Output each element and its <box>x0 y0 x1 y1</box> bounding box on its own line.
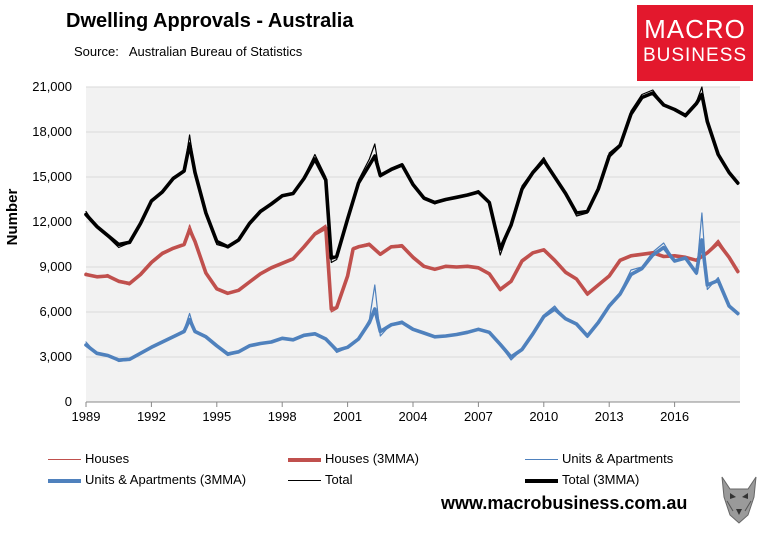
legend-swatch-units-3mma <box>48 479 81 483</box>
y-tick-label: 12,000 <box>32 214 72 229</box>
x-tick-label: 2010 <box>529 409 558 424</box>
source-value: Australian Bureau of Statistics <box>128 44 303 59</box>
website-url: www.macrobusiness.com.au <box>441 493 688 513</box>
x-tick-label: 1995 <box>202 409 231 424</box>
legend-swatch-units <box>525 459 558 460</box>
logo-line2: BUSINESS <box>642 45 748 66</box>
legend-label-houses-3mma: Houses (3MMA) <box>325 451 419 466</box>
y-tick-label: 0 <box>65 394 72 409</box>
legend-label-houses: Houses <box>85 451 130 466</box>
logo-line1: MACRO <box>644 14 746 44</box>
wolf-icon <box>721 476 757 524</box>
x-tick-label: 2013 <box>595 409 624 424</box>
x-axis: 1989 1992 1995 1998 2001 2004 2007 2010 2013 2016 <box>72 401 740 424</box>
x-tick-label: 2007 <box>464 409 493 424</box>
series-layer <box>84 86 740 363</box>
y-tick-label: 9,000 <box>39 259 72 274</box>
series-line-houses-3mma <box>84 226 740 311</box>
y-tick-label: 21,000 <box>32 79 72 94</box>
x-tick-label: 2001 <box>333 409 362 424</box>
x-tick-label: 1989 <box>72 409 101 424</box>
y-tick-label: 3,000 <box>39 349 72 364</box>
legend-label-units-3mma: Units & Apartments (3MMA) <box>85 472 247 487</box>
source-label: Source: <box>74 44 119 59</box>
legend-label-total-3mma: Total (3MMA) <box>562 472 640 487</box>
y-tick-label: 6,000 <box>39 304 72 319</box>
y-axis: 0 3,000 6,000 9,000 12,000 15,000 18,000 21,000 <box>32 79 72 409</box>
series-line-units-apartments-3mma <box>84 238 740 362</box>
x-tick-label: 2004 <box>399 409 428 424</box>
source-line: Source: Australian Bureau of Statistics <box>74 44 302 59</box>
series-line-total-3mma <box>84 91 740 260</box>
legend-swatch-total-3mma <box>525 479 558 483</box>
y-tick-label: 18,000 <box>32 124 72 139</box>
legend-swatch-houses-3mma <box>288 458 321 462</box>
x-tick-label: 1992 <box>137 409 166 424</box>
chart-title: Dwelling Approvals - Australia <box>66 10 354 32</box>
macrobusiness-logo: MACRO BUSINESS <box>637 5 753 81</box>
y-axis-label: Number <box>4 189 21 246</box>
x-tick-label: 1998 <box>268 409 297 424</box>
gridlines <box>86 86 740 358</box>
x-tick-label: 2016 <box>660 409 689 424</box>
legend-swatch-total <box>288 480 321 481</box>
legend-label-total: Total <box>325 472 353 487</box>
y-tick-label: 15,000 <box>32 169 72 184</box>
legend-label-units: Units & Apartments <box>562 451 674 466</box>
legend-swatch-houses <box>48 459 81 460</box>
